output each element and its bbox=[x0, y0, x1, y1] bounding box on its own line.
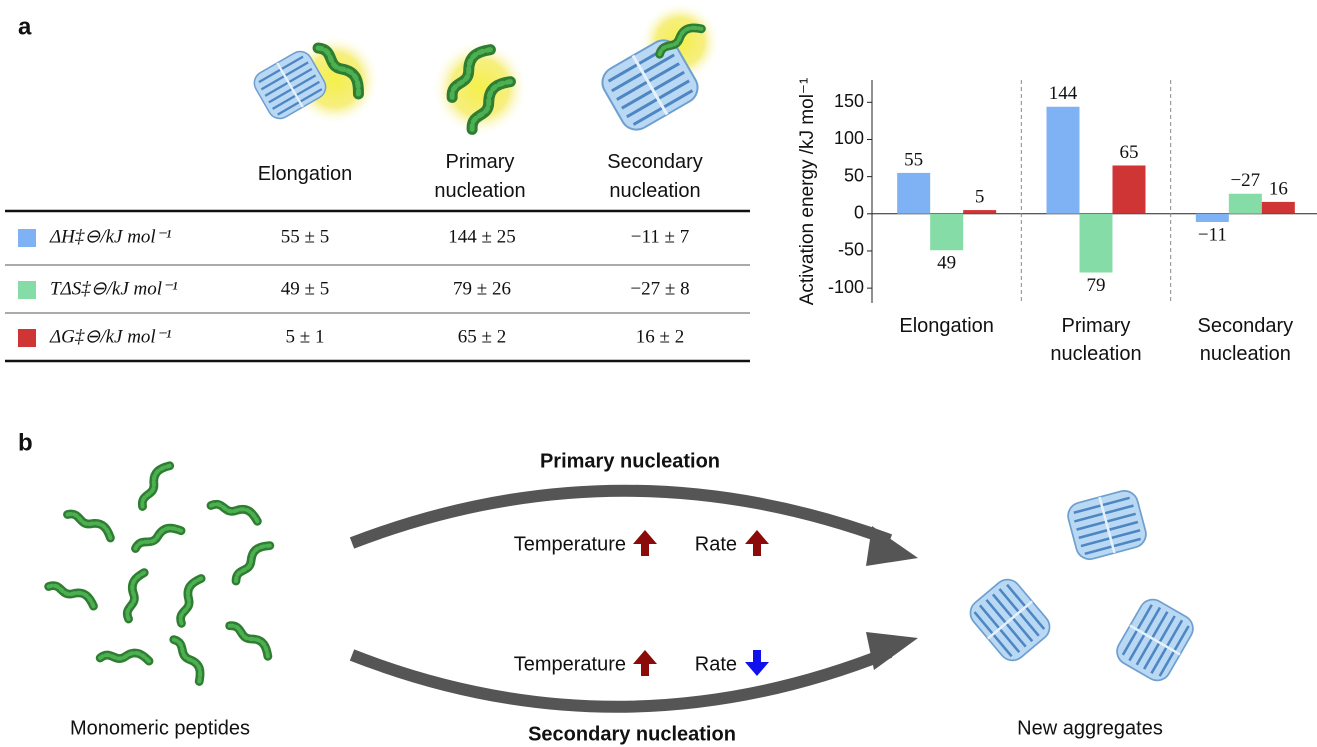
column-header: Elongation bbox=[257, 163, 353, 185]
bar bbox=[1261, 201, 1295, 214]
glow bbox=[432, 40, 528, 136]
arrow-title: Primary nucleation bbox=[540, 450, 720, 472]
down-arrow bbox=[745, 650, 769, 676]
value-label: 49 bbox=[937, 253, 956, 274]
table-cell: 144 ± 25 bbox=[448, 226, 515, 247]
aggregates bbox=[963, 486, 1200, 687]
table-cell: 49 ± 5 bbox=[281, 278, 329, 299]
peptide-icon bbox=[230, 617, 272, 663]
y-tick-label: 150 bbox=[834, 91, 864, 111]
x-tick-label: Secondary nucleation bbox=[1197, 315, 1294, 365]
table-cell: 5 ± 1 bbox=[286, 326, 325, 347]
bar bbox=[963, 210, 997, 214]
peptide-icon bbox=[133, 526, 183, 548]
legend-swatch bbox=[18, 329, 36, 347]
value-label: 79 bbox=[1087, 275, 1106, 296]
value-label: 65 bbox=[1120, 142, 1139, 163]
value-label: 144 bbox=[1049, 83, 1078, 104]
value-label: −11 bbox=[1198, 224, 1227, 245]
fibril-icon bbox=[963, 572, 1057, 668]
glow bbox=[290, 35, 380, 125]
y-tick-label: 100 bbox=[834, 128, 864, 148]
peptide-icon bbox=[174, 635, 204, 685]
table-cell: −27 ± 8 bbox=[630, 278, 689, 299]
bar bbox=[1195, 213, 1229, 222]
x-tick-label: Elongation bbox=[899, 315, 994, 337]
y-tick-label: 50 bbox=[844, 165, 864, 185]
panel-label: a bbox=[18, 13, 32, 40]
legend-swatch bbox=[18, 281, 36, 299]
peptide-icon bbox=[228, 542, 275, 581]
arrowhead bbox=[866, 632, 918, 670]
up-arrow bbox=[633, 530, 657, 556]
bar bbox=[1079, 213, 1113, 273]
up-arrow bbox=[633, 650, 657, 676]
row-label: TΔS‡⊖/kJ mol⁻¹ bbox=[50, 278, 178, 299]
caption: Monomeric peptides bbox=[70, 717, 250, 739]
label: Rate bbox=[695, 533, 737, 555]
up-arrow bbox=[745, 530, 769, 556]
y-tick-label: -50 bbox=[838, 240, 864, 260]
column-header: Secondary nucleation bbox=[607, 151, 703, 202]
row-label: ΔG‡⊖/kJ mol⁻¹ bbox=[49, 326, 172, 347]
peptide-icon bbox=[116, 570, 152, 619]
row-label: ΔH‡⊖/kJ mol⁻¹ bbox=[49, 226, 172, 247]
y-tick-label: 0 bbox=[854, 203, 864, 223]
value-label: 55 bbox=[904, 149, 923, 170]
fibril-icon bbox=[1110, 593, 1200, 687]
peptide-icon bbox=[100, 644, 150, 670]
value-label: 16 bbox=[1269, 178, 1288, 199]
column-header: Primary nucleation bbox=[434, 151, 526, 202]
arrow bbox=[349, 484, 893, 549]
peptides bbox=[49, 463, 276, 685]
x-tick-label: Primary nucleation bbox=[1050, 315, 1142, 365]
legend-swatch bbox=[18, 229, 36, 247]
bar bbox=[1046, 106, 1080, 214]
table-cell: 16 ± 2 bbox=[636, 326, 684, 347]
caption: New aggregates bbox=[1017, 717, 1163, 739]
label: Rate bbox=[695, 653, 737, 675]
bar bbox=[930, 213, 964, 251]
y-axis-label: Activation energy /kJ mol⁻¹ bbox=[797, 78, 818, 306]
peptide-icon bbox=[170, 576, 209, 623]
arrowhead bbox=[866, 526, 918, 566]
panel-label: b bbox=[18, 429, 33, 456]
label: Temperature bbox=[514, 533, 626, 555]
table-cell: −11 ± 7 bbox=[631, 226, 689, 247]
bar bbox=[897, 172, 931, 214]
fibril-icon bbox=[1063, 486, 1151, 564]
peptide-icon bbox=[68, 504, 114, 546]
table-cell: 55 ± 5 bbox=[281, 226, 329, 247]
arrow bbox=[349, 646, 893, 713]
peptide-icon bbox=[133, 463, 177, 507]
table-cell: 65 ± 2 bbox=[458, 326, 506, 347]
peptide-icon bbox=[211, 493, 260, 529]
bar bbox=[1112, 165, 1146, 214]
arrow-title: Secondary nucleation bbox=[528, 723, 736, 745]
value-label: −27 bbox=[1230, 170, 1260, 191]
peptide-icon bbox=[49, 575, 96, 614]
y-tick-label: -100 bbox=[828, 277, 864, 297]
bar bbox=[1228, 193, 1262, 214]
value-label: 5 bbox=[975, 186, 985, 207]
table-cell: 79 ± 26 bbox=[453, 278, 511, 299]
label: Temperature bbox=[514, 653, 626, 675]
